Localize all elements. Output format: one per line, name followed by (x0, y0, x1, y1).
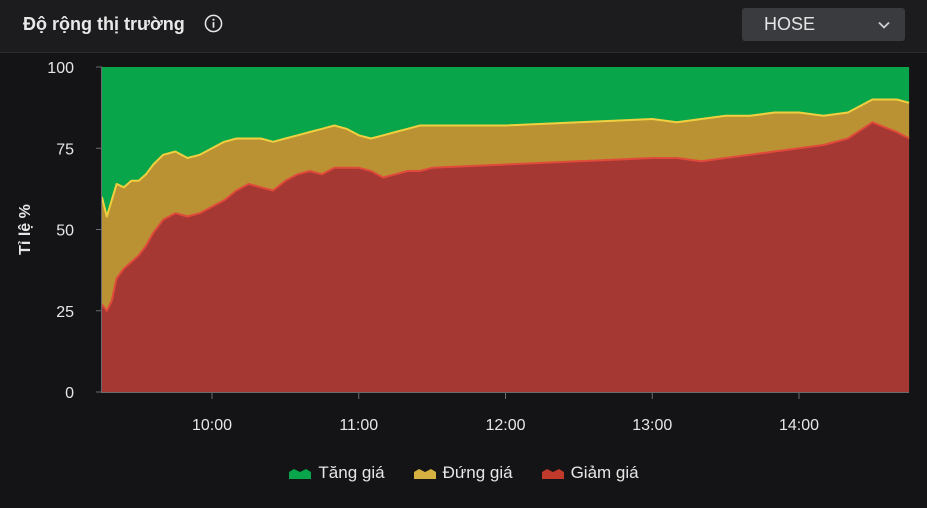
y-tick-label: 25 (56, 304, 74, 321)
chart-title: Độ rộng thị trường (23, 14, 185, 34)
series-area-tang-gia (101, 67, 910, 217)
legend-item[interactable]: Đứng giá (413, 463, 513, 483)
y-tick-label: 100 (47, 60, 74, 77)
legend-label: Giảm giá (570, 463, 639, 482)
chart-header: Độ rộng thị trường HOSE (0, 0, 927, 53)
y-tick-label: 75 (56, 141, 74, 158)
legend-swatch-icon (289, 469, 312, 479)
series-line-dung-gia (100, 98, 910, 218)
legend-label: Đứng giá (442, 463, 513, 482)
legend-swatch-icon (413, 469, 436, 479)
x-tick-label: 12:00 (485, 417, 525, 434)
legend-swatch-icon (541, 469, 564, 479)
legend-item[interactable]: Giảm giá (541, 463, 639, 483)
chart-legend: Tăng giá Đứng giá Giảm giá (0, 460, 927, 486)
exchange-select-value: HOSE (764, 14, 816, 34)
series-area-giam-gia (101, 122, 910, 393)
x-tick-label: 14:00 (779, 417, 819, 434)
legend-item[interactable]: Tăng giá (288, 463, 385, 483)
x-tick-label: 10:00 (192, 417, 232, 434)
market-breadth-chart: 0 25 50 75 100 10:00 11:00 12:00 13:00 14:00 Tỉ lệ… (17, 60, 910, 434)
legend-label: Tăng giá (318, 463, 385, 482)
x-tick-label: 11:00 (339, 417, 378, 434)
info-icon[interactable] (204, 14, 223, 33)
series-area-dung-gia (101, 99, 910, 311)
exchange-select[interactable]: HOSE (742, 8, 905, 41)
y-axis-label: Tỉ lệ % (17, 204, 34, 255)
chevron-down-icon (878, 21, 890, 29)
x-tick-label: 13:00 (632, 417, 672, 434)
series-line-giam-gia (101, 121, 910, 312)
y-tick-label: 50 (56, 223, 74, 240)
y-tick-label: 0 (65, 385, 74, 402)
